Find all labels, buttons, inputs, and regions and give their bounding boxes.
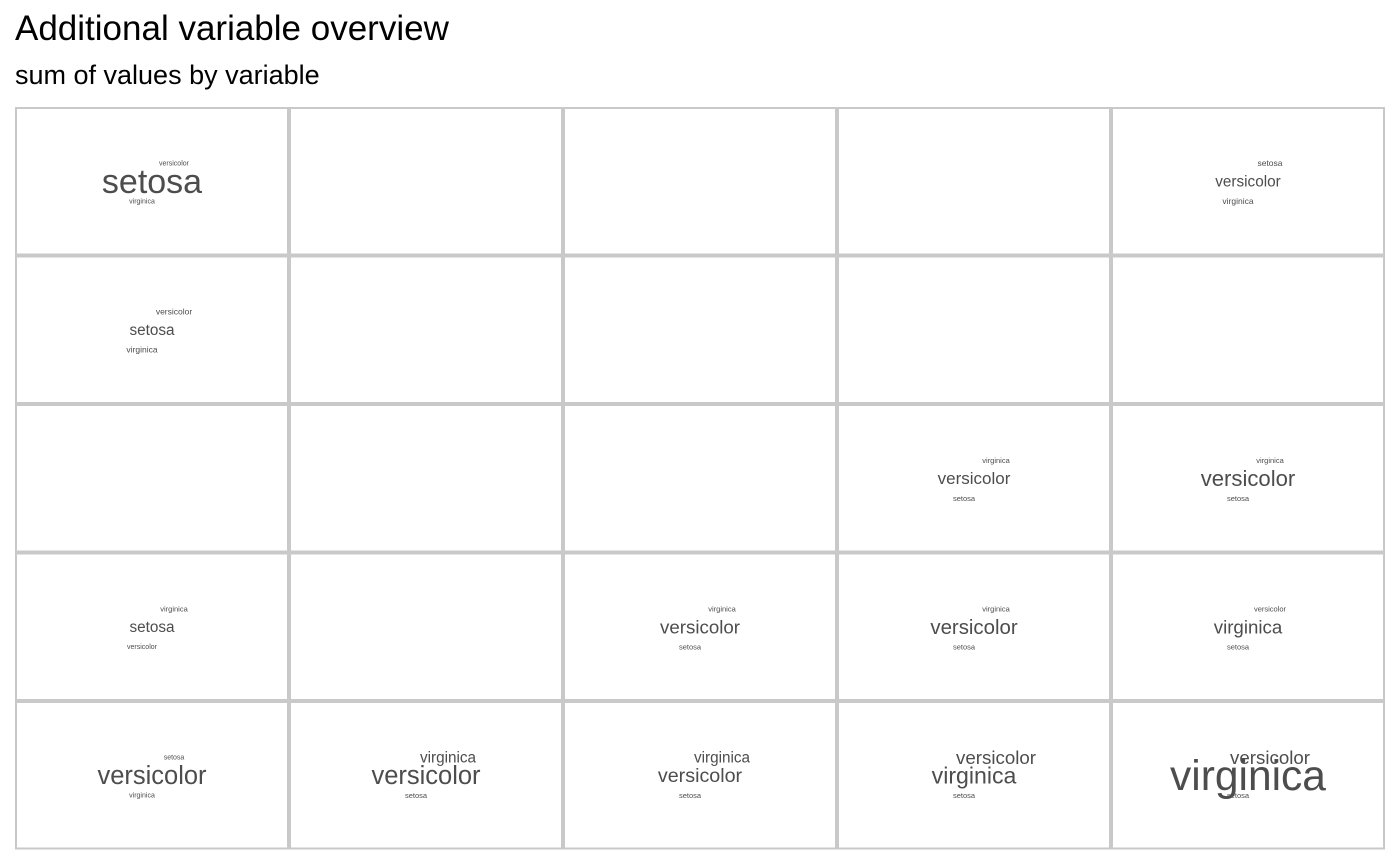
panel-r1-c4: [1111, 255, 1385, 404]
panel-r1-c1: [289, 255, 563, 404]
word-virginica-r3-c3: virginica: [982, 604, 1010, 613]
word-virginica-r3-c4: virginica: [1214, 616, 1283, 637]
word-setosa-r4-c3: setosa: [953, 791, 976, 800]
panel-r3-c3: [837, 552, 1111, 701]
word-versicolor-r3-c4: versicolor: [1254, 604, 1287, 613]
panel-r2-c0: [15, 404, 289, 553]
panel-r4-c0: [15, 701, 289, 850]
word-setosa-r4-c2: setosa: [679, 791, 702, 800]
chart-title: Additional variable overview: [15, 9, 449, 48]
word-versicolor-r0-c4: versicolor: [1215, 174, 1280, 191]
panel-r0-c1: [289, 107, 563, 256]
word-versicolor-r4-c3: versicolor: [956, 747, 1036, 768]
word-virginica-r3-c0: virginica: [160, 604, 188, 613]
panel-r4-c4: [1111, 701, 1385, 850]
panel-r0-c2: [563, 107, 837, 256]
panel-r4-c3: [837, 701, 1111, 850]
panel-r3-c2: [563, 552, 837, 701]
word-versicolor-r4-c2: versicolor: [658, 765, 743, 787]
panel-r2-c3: [837, 404, 1111, 553]
panel-r3-c0: [15, 552, 289, 701]
word-virginica-r0-c4: virginica: [1222, 196, 1253, 206]
panel-r3-c4: [1111, 552, 1385, 701]
word-setosa-r2-c3: setosa: [953, 494, 976, 503]
word-virginica-r0-c0: virginica: [129, 199, 155, 206]
word-virginica-r2-c3: virginica: [982, 456, 1010, 465]
word-virginica-r4-c1: virginica: [420, 750, 477, 767]
word-virginica-r4-c4: virginica: [1170, 753, 1326, 800]
panel-r4-c1: [289, 701, 563, 850]
panel-r2-c4: [1111, 404, 1385, 553]
word-setosa-r3-c0: setosa: [129, 619, 175, 636]
word-versicolor-r0-c0: versicolor: [159, 161, 190, 168]
word-virginica-r3-c2: virginica: [708, 604, 736, 613]
word-virginica-r1-c0: virginica: [126, 345, 157, 355]
word-versicolor-r1-c0: versicolor: [156, 307, 193, 317]
word-setosa-r1-c0: setosa: [129, 322, 175, 339]
word-setosa-r4-c4: setosa: [1227, 791, 1250, 800]
word-versicolor-r3-c2: versicolor: [660, 616, 740, 637]
word-setosa-r0-c0: setosa: [102, 163, 202, 201]
word-versicolor-r2-c4: versicolor: [1201, 466, 1296, 491]
word-versicolor-r4-c1: versicolor: [371, 762, 481, 790]
panel-r1-c2: [563, 255, 837, 404]
panel-r0-c4: [1111, 107, 1385, 256]
word-setosa-r4-c0: setosa: [164, 755, 185, 762]
word-setosa-r3-c3: setosa: [953, 642, 976, 651]
word-versicolor-r4-c0: versicolor: [97, 762, 207, 790]
word-virginica-r2-c4: virginica: [1256, 456, 1284, 465]
word-versicolor-r2-c3: versicolor: [938, 469, 1011, 488]
panel-r1-c3: [837, 255, 1111, 404]
word-versicolor-r4-c4: versicolor: [1230, 747, 1310, 768]
panel-r2-c1: [289, 404, 563, 553]
word-setosa-r3-c4: setosa: [1227, 642, 1250, 651]
chart-subtitle: sum of values by variable: [15, 60, 320, 90]
panel-r2-c2: [563, 404, 837, 553]
word-setosa-r0-c4: setosa: [1257, 158, 1282, 168]
word-setosa-r3-c2: setosa: [679, 642, 702, 651]
word-versicolor-r3-c0: versicolor: [127, 644, 158, 651]
panel-r1-c0: [15, 255, 289, 404]
panel-r0-c3: [837, 107, 1111, 256]
word-setosa-r2-c4: setosa: [1227, 494, 1250, 503]
word-virginica-r4-c0: virginica: [129, 793, 155, 800]
panel-r4-c2: [563, 701, 837, 850]
word-virginica-r4-c2: virginica: [694, 750, 751, 767]
word-versicolor-r3-c3: versicolor: [930, 617, 1017, 639]
panel-r0-c0: [15, 107, 289, 256]
word-virginica-r4-c3: virginica: [932, 762, 1017, 788]
word-setosa-r4-c1: setosa: [405, 791, 428, 800]
panel-r3-c1: [289, 552, 563, 701]
